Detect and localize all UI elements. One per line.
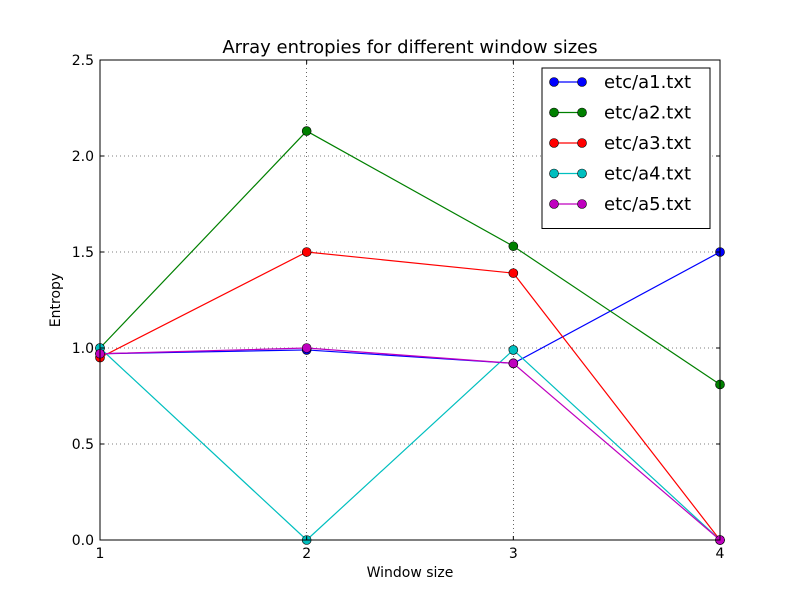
x-tick-label: 1 (96, 546, 105, 562)
data-point (301, 247, 312, 257)
legend-label: etc/a1.txt (604, 72, 691, 93)
legend-marker (549, 199, 559, 209)
y-tick-label: 0.0 (72, 533, 94, 549)
x-tick-label: 4 (716, 546, 725, 562)
legend-label: etc/a5.txt (604, 194, 691, 215)
data-point (301, 343, 312, 353)
data-point (508, 358, 519, 369)
x-tick-label: 2 (302, 546, 311, 562)
series-line (99, 347, 721, 541)
data-point (508, 268, 519, 278)
legend-entry: etc/a5.txt (549, 194, 691, 215)
data-point (508, 345, 519, 355)
series-line (99, 130, 721, 385)
plot-frame (99, 59, 721, 541)
legend-marker (577, 168, 587, 179)
series-line (99, 251, 721, 364)
y-tick-label: 0.5 (72, 437, 94, 453)
legend-marker (549, 138, 559, 148)
legend-marker (549, 168, 559, 179)
chart-title: Array entropies for different window siz… (222, 37, 597, 58)
x-axis-label: Window size (367, 565, 454, 581)
legend-marker (577, 107, 587, 118)
y-tick-label: 1.0 (72, 341, 94, 357)
legend: etc/a1.txt etc/a2.txt etc/a3.txt etc/a4.txt… (541, 67, 711, 229)
legend-marker (577, 199, 587, 209)
legend-label: etc/a3.txt (604, 133, 691, 154)
legend-entry: etc/a4.txt (549, 164, 691, 185)
legend-marker (577, 77, 587, 87)
legend-entry: etc/a2.txt (549, 103, 691, 124)
legend-label: etc/a4.txt (604, 164, 691, 185)
y-axis-label: Entropy (48, 273, 64, 327)
legend-entry: etc/a1.txt (549, 72, 691, 93)
data-point (508, 241, 519, 252)
legend-marker (549, 107, 559, 118)
legend-box (541, 67, 711, 229)
axis-ticks: 1 2 3 4 0.0 0.5 1.0 1.5 2.0 2.5 (72, 53, 725, 562)
legend-entry: etc/a3.txt (549, 133, 691, 154)
y-tick-label: 1.5 (72, 245, 94, 261)
legend-label: etc/a2.txt (604, 103, 691, 124)
y-tick-label: 2.5 (72, 53, 94, 69)
y-tick-label: 2.0 (72, 149, 94, 165)
data-point (301, 126, 312, 136)
x-tick-label: 3 (509, 546, 518, 562)
legend-marker (549, 77, 559, 87)
legend-marker (577, 138, 587, 148)
series-line (99, 251, 721, 541)
series-line (99, 347, 721, 541)
